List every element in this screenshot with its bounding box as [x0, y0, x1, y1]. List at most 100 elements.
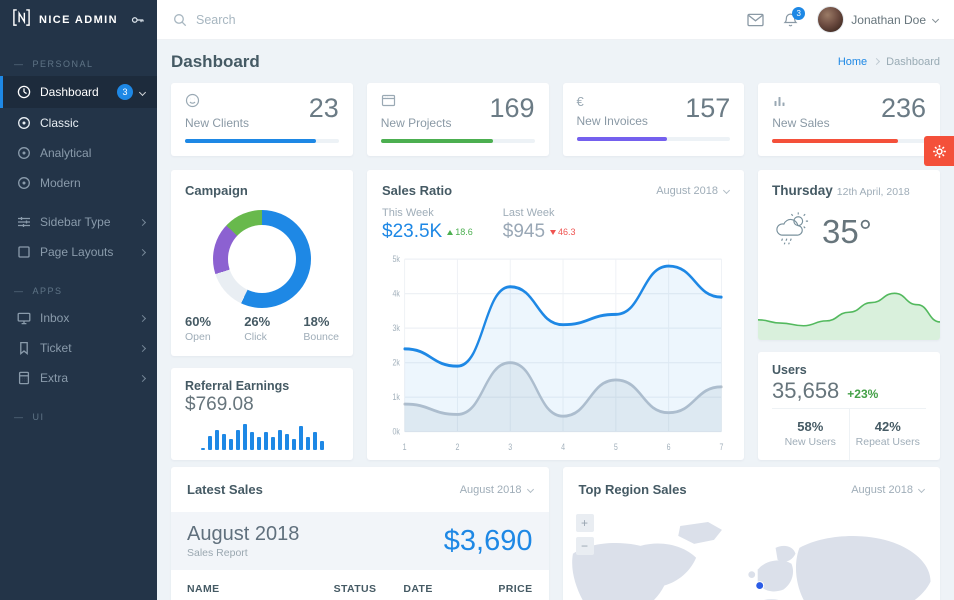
sidebar-item-analytical[interactable]: Analytical [0, 138, 157, 168]
referral-value: $769.08 [185, 394, 254, 415]
chevron-right-icon [138, 314, 147, 322]
campaign-stat-click: 26% Click [244, 314, 271, 343]
chevron-right-icon [138, 344, 147, 352]
campaign-card: Campaign 60% Open 26% Click [171, 170, 353, 356]
campaign-stat-bounce: 18% Bounce [303, 314, 339, 343]
sales-summary-band: August 2018 Sales Report $3,690 [171, 512, 549, 570]
bookmark-icon [20, 341, 28, 355]
stat-card-new-clients: New Clients 23 [171, 83, 353, 156]
weather-day: Thursday [772, 183, 833, 198]
svg-text:6: 6 [667, 442, 671, 452]
chevron-down-icon [917, 485, 926, 494]
map-zoom-out-button[interactable]: − [575, 537, 594, 555]
map-zoom-in-button[interactable]: + [575, 514, 594, 532]
campaign-stat-open: 60% Open [185, 314, 212, 343]
sidebar-item-classic[interactable]: Classic [0, 108, 157, 138]
latest-sales-card: Latest Sales August 2018 August 2018 Sal… [171, 467, 549, 600]
search-input[interactable] [196, 12, 386, 27]
mail-icon[interactable] [747, 13, 764, 27]
period-dropdown[interactable]: August 2018 [851, 484, 926, 496]
referral-earnings-card: Referral Earnings $769.08 [171, 368, 353, 460]
sidebar-header: NICE ADMIN [0, 0, 157, 40]
topbar: 3 Jonathan Doe [157, 0, 954, 40]
this-week-value: $23.5K [382, 221, 443, 242]
sidebar-item-extra[interactable]: Extra [0, 363, 157, 393]
chevron-right-icon [138, 218, 147, 226]
sales-month: August 2018 [187, 523, 300, 545]
chevron-down-icon [526, 485, 534, 494]
svg-text:1k: 1k [392, 392, 400, 402]
users-value: 35,658 [772, 378, 840, 403]
column-header-status: STATUS [333, 583, 377, 595]
page-content: Dashboard Home Dashboard New Client [157, 40, 954, 600]
sidebar-section-label: UI [0, 393, 157, 429]
period-dropdown[interactable]: August 2018 [460, 484, 534, 496]
stat-progress [185, 139, 339, 143]
stat-value: 157 [685, 93, 731, 123]
breadcrumb-current: Dashboard [886, 55, 940, 68]
period-dropdown[interactable]: August 2018 [656, 185, 731, 197]
radio-icon [18, 147, 30, 159]
sidebar-item-ticket[interactable]: Ticket [0, 333, 157, 363]
stat-card-new-sales: New Sales 236 [758, 83, 940, 156]
stats-row: New Clients 23 New Projects [171, 83, 940, 156]
stat-label: New Invoices [576, 114, 648, 128]
users-card: Users 35,658 +23% 58% New Users 42% [758, 352, 940, 460]
stat-value: 23 [308, 93, 339, 123]
svg-text:3: 3 [508, 442, 512, 452]
sidebar-item-modern[interactable]: Modern [0, 168, 157, 198]
svg-text:4k: 4k [392, 289, 400, 299]
settings-button[interactable] [924, 136, 954, 166]
sidebar-item-inbox[interactable]: Inbox [0, 303, 157, 333]
dashboard-icon [17, 85, 31, 99]
card-title: Latest Sales [187, 482, 263, 497]
weather-card: Thursday 12th April, 2018 [758, 170, 940, 340]
campaign-donut [213, 210, 311, 308]
sidebar-item-dashboard[interactable]: Dashboard 3 [0, 76, 157, 108]
svg-text:0k: 0k [392, 427, 400, 437]
gear-icon [932, 144, 946, 158]
top-region-sales-card: Top Region Sales August 2018 + − [562, 467, 940, 600]
stat-value: 169 [489, 93, 535, 123]
chevron-down-icon [138, 88, 147, 96]
stat-value: 236 [880, 93, 926, 123]
breadcrumb: Home Dashboard [838, 56, 940, 68]
sales-ratio-card: Sales Ratio August 2018 This Week $23.5K… [367, 170, 744, 460]
referral-bar-chart [185, 418, 339, 450]
brand-name: NICE ADMIN [39, 14, 118, 26]
search-icon [174, 13, 187, 26]
column-header-name: NAME [187, 583, 220, 595]
breadcrumb-home[interactable]: Home [837, 55, 868, 68]
chevron-right-icon [138, 374, 147, 382]
stat-progress [380, 139, 535, 143]
svg-text:7: 7 [719, 442, 723, 452]
svg-text:2: 2 [455, 442, 459, 452]
sidebar-item-sidebar-type[interactable]: Sidebar Type [0, 207, 157, 237]
card-title: Top Region Sales [578, 482, 687, 497]
dashboard-badge: 3 [117, 84, 133, 100]
sidebar-section-label: PERSONAL [0, 40, 157, 76]
notification-badge: 3 [792, 6, 806, 20]
sidebar: NICE ADMIN PERSONAL Dashboard 3 Classic … [0, 0, 157, 600]
avatar [817, 6, 845, 33]
user-menu[interactable]: Jonathan Doe [817, 6, 940, 33]
key-icon[interactable] [131, 13, 145, 27]
map-markers [754, 581, 764, 591]
sidebar-section-label: APPS [0, 267, 157, 303]
chevron-down-icon [931, 15, 940, 24]
stat-progress [576, 137, 731, 141]
euro-icon: € [576, 94, 584, 109]
sidebar-item-page-layouts[interactable]: Page Layouts [0, 237, 157, 267]
bell-icon[interactable]: 3 [783, 6, 806, 28]
breadcrumb-separator-icon [873, 57, 881, 66]
users-split-new: 58% New Users [772, 409, 850, 460]
card-title: Sales Ratio [382, 183, 453, 198]
svg-text:3k: 3k [392, 323, 400, 333]
map-marker[interactable] [754, 581, 764, 591]
svg-text:5: 5 [614, 442, 618, 452]
card-title: Campaign [185, 183, 248, 198]
last-week-value: $945 [502, 221, 546, 242]
weather-temperature: 35° [822, 212, 872, 250]
bar-chart-icon [772, 95, 787, 112]
